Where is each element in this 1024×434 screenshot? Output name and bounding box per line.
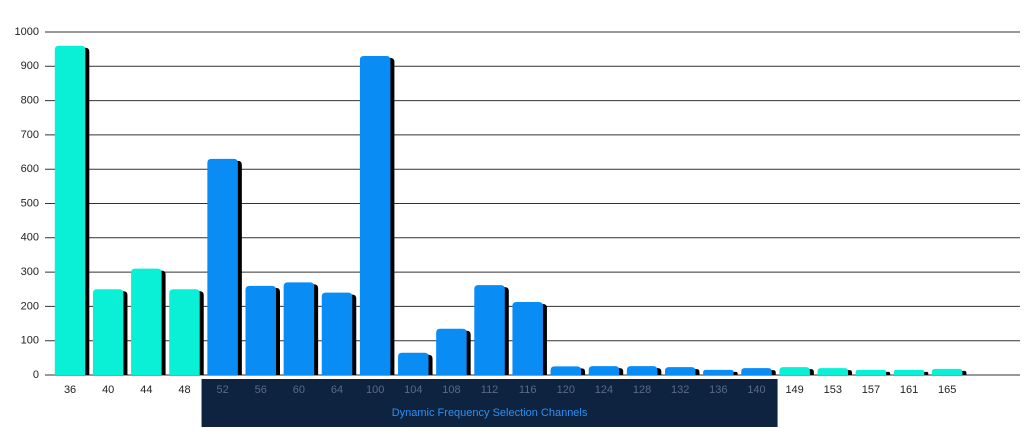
bar xyxy=(245,285,276,375)
x-tick-label: 128 xyxy=(633,384,651,396)
x-tick-label: 116 xyxy=(519,384,537,396)
bar xyxy=(54,45,86,375)
x-tick-label: 104 xyxy=(404,384,422,396)
bar xyxy=(169,289,200,375)
x-tick-label: 52 xyxy=(216,384,228,396)
x-tick-label: 165 xyxy=(938,384,956,396)
x-tick-label: 100 xyxy=(366,384,384,396)
x-tick-label: 36 xyxy=(64,384,76,396)
bar xyxy=(283,282,315,375)
x-tick-label: 64 xyxy=(331,384,343,396)
x-tick-label: 157 xyxy=(862,384,880,396)
bar xyxy=(436,328,467,375)
x-tick-label: 140 xyxy=(747,384,765,396)
bar xyxy=(512,301,543,375)
bar xyxy=(893,369,925,375)
annotation-label: Dynamic Frequency Selection Channels xyxy=(392,407,588,419)
y-tick-label: 900 xyxy=(21,60,39,72)
bar xyxy=(931,368,963,375)
bar xyxy=(359,56,391,375)
bar xyxy=(626,366,658,375)
bar xyxy=(855,369,887,375)
x-tick-label: 153 xyxy=(824,384,842,396)
x-tick-label: 48 xyxy=(178,384,190,396)
bar xyxy=(779,367,810,375)
y-tick-label: 600 xyxy=(21,163,39,175)
x-tick-label: 108 xyxy=(442,384,460,396)
y-tick-label: 800 xyxy=(21,95,39,107)
y-tick-label: 0 xyxy=(33,369,39,381)
y-tick-label: 500 xyxy=(21,197,39,209)
x-tick-label: 56 xyxy=(255,384,267,396)
bar xyxy=(817,368,849,375)
x-tick-label: 112 xyxy=(481,384,499,396)
x-tick-label: 40 xyxy=(102,384,114,396)
bar xyxy=(92,289,124,375)
x-tick-label: 132 xyxy=(671,384,689,396)
bar xyxy=(588,366,620,375)
bar xyxy=(664,367,696,375)
bar xyxy=(207,158,238,375)
bar xyxy=(321,292,353,375)
x-tick-label: 161 xyxy=(900,384,918,396)
bar xyxy=(474,285,505,375)
x-tick-label: 60 xyxy=(293,384,305,396)
bar xyxy=(703,369,734,375)
y-tick-label: 1000 xyxy=(15,26,39,38)
x-tick-label: 136 xyxy=(709,384,727,396)
bar xyxy=(741,368,772,375)
x-tick-label: 149 xyxy=(785,384,803,396)
bar xyxy=(131,268,162,375)
y-tick-label: 700 xyxy=(21,129,39,141)
bar xyxy=(550,366,582,375)
y-tick-label: 200 xyxy=(21,300,39,312)
annotation-band xyxy=(201,379,778,427)
y-tick-label: 300 xyxy=(21,266,39,278)
x-tick-label: 44 xyxy=(140,384,152,396)
x-tick-label: 120 xyxy=(557,384,575,396)
bar xyxy=(398,352,429,375)
y-tick-label: 100 xyxy=(21,335,39,347)
y-tick-label: 400 xyxy=(21,232,39,244)
x-tick-label: 124 xyxy=(595,384,613,396)
